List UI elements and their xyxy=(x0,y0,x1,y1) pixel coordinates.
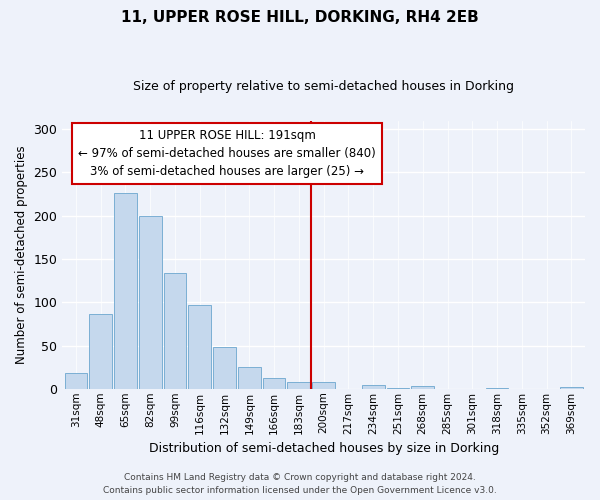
Bar xyxy=(89,314,112,389)
Bar xyxy=(65,373,88,389)
Bar xyxy=(312,382,335,389)
Bar xyxy=(386,388,409,389)
Bar xyxy=(485,388,508,389)
Bar xyxy=(560,387,583,389)
Bar xyxy=(139,216,161,389)
Bar xyxy=(213,347,236,389)
Bar xyxy=(164,273,187,389)
Bar xyxy=(287,382,310,389)
Bar xyxy=(263,378,286,389)
Bar xyxy=(412,386,434,389)
Text: Contains HM Land Registry data © Crown copyright and database right 2024.
Contai: Contains HM Land Registry data © Crown c… xyxy=(103,474,497,495)
Text: 11, UPPER ROSE HILL, DORKING, RH4 2EB: 11, UPPER ROSE HILL, DORKING, RH4 2EB xyxy=(121,10,479,25)
X-axis label: Distribution of semi-detached houses by size in Dorking: Distribution of semi-detached houses by … xyxy=(149,442,499,455)
Y-axis label: Number of semi-detached properties: Number of semi-detached properties xyxy=(15,146,28,364)
Bar xyxy=(362,386,385,389)
Bar xyxy=(188,305,211,389)
Title: Size of property relative to semi-detached houses in Dorking: Size of property relative to semi-detach… xyxy=(133,80,514,93)
Bar xyxy=(238,367,261,389)
Bar xyxy=(114,193,137,389)
Text: 11 UPPER ROSE HILL: 191sqm
← 97% of semi-detached houses are smaller (840)
3% of: 11 UPPER ROSE HILL: 191sqm ← 97% of semi… xyxy=(78,128,376,178)
